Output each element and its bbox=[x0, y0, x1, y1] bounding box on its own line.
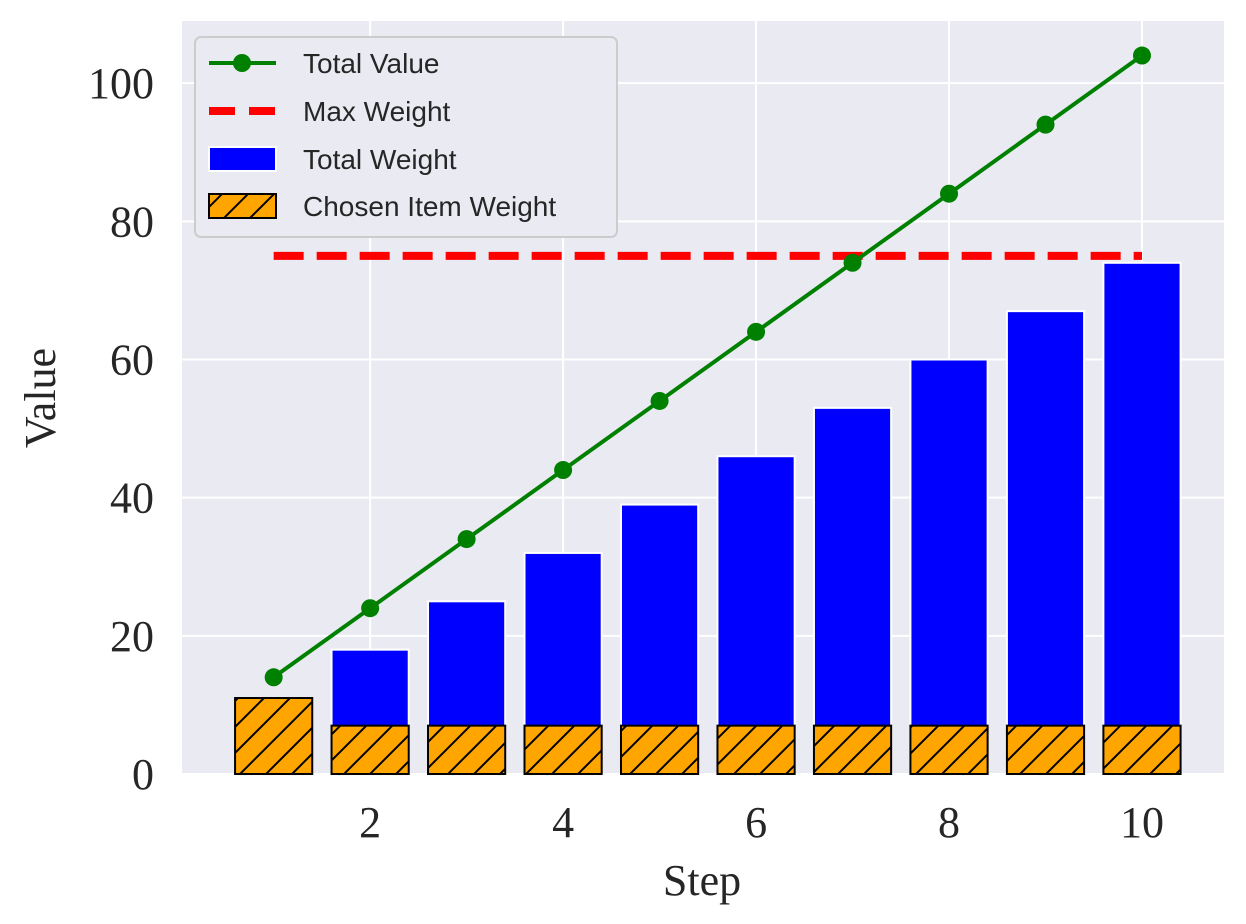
y-tick-label: 80 bbox=[110, 197, 154, 246]
chosen-item-weight-bar bbox=[1102, 724, 1182, 776]
y-tick-label: 0 bbox=[132, 750, 154, 799]
y-tick-labels: 0 20 40 60 80 100 bbox=[88, 59, 154, 799]
total-weight-bar bbox=[1102, 261, 1182, 775]
x-tick-label: 10 bbox=[1120, 798, 1164, 847]
total-value-point bbox=[747, 322, 766, 341]
x-tick-label: 2 bbox=[359, 798, 381, 847]
total-weight-bar bbox=[812, 406, 893, 775]
total-value-point bbox=[554, 461, 573, 480]
chosen-item-weight-bar bbox=[234, 697, 314, 775]
x-tick-label: 4 bbox=[552, 798, 574, 847]
y-tick-label: 60 bbox=[110, 336, 154, 385]
total-value-point bbox=[1036, 115, 1055, 134]
legend-hatch-swatch bbox=[208, 193, 277, 219]
y-axis-label: Value bbox=[16, 348, 65, 448]
total-weight-bar bbox=[1005, 310, 1086, 775]
legend-label: Max Weight bbox=[303, 96, 451, 127]
total-value-point bbox=[650, 391, 669, 410]
grid bbox=[182, 21, 1224, 775]
legend-bar-swatch bbox=[208, 146, 277, 172]
x-tick-label: 6 bbox=[745, 798, 767, 847]
chosen-item-weight-bar bbox=[523, 724, 603, 776]
chosen-item-weight-bar bbox=[619, 724, 700, 776]
legend-label: Chosen Item Weight bbox=[303, 191, 556, 222]
total-value-point bbox=[361, 599, 380, 618]
total-value-point bbox=[940, 184, 959, 203]
total-value-line bbox=[264, 46, 1151, 687]
y-tick-label: 20 bbox=[110, 612, 154, 661]
legend-box bbox=[194, 36, 618, 238]
total-value-point bbox=[457, 530, 476, 549]
y-tick-label: 100 bbox=[88, 59, 154, 108]
total-value-point bbox=[264, 668, 283, 687]
chosen-item-weight-bar bbox=[1005, 724, 1086, 776]
chosen-item-weight-bar bbox=[427, 724, 507, 776]
legend-label: Total Value bbox=[303, 48, 439, 79]
chosen-item-weight-bar bbox=[330, 724, 410, 776]
chosen-item-weight-bar bbox=[812, 724, 893, 776]
legend-marker-swatch bbox=[233, 54, 251, 72]
chosen-item-weight-bar bbox=[716, 724, 796, 776]
y-tick-label: 40 bbox=[110, 474, 154, 523]
total-weight-bar bbox=[909, 358, 989, 775]
total-value-line-path bbox=[272, 53, 1144, 679]
chosen-item-weight-bar bbox=[909, 724, 989, 776]
chosen-item-weight-bars bbox=[234, 697, 1182, 776]
total-value-point bbox=[1132, 46, 1151, 65]
x-tick-label: 8 bbox=[938, 798, 960, 847]
legend: Total Value Max Weight Total Weight Chosen … bbox=[194, 36, 618, 238]
x-axis-label: Step bbox=[663, 856, 741, 905]
total-value-point bbox=[843, 253, 862, 272]
legend-label: Total Weight bbox=[303, 144, 457, 175]
total-weight-bar bbox=[716, 455, 796, 775]
x-tick-labels: 2 4 6 8 10 bbox=[359, 798, 1164, 847]
